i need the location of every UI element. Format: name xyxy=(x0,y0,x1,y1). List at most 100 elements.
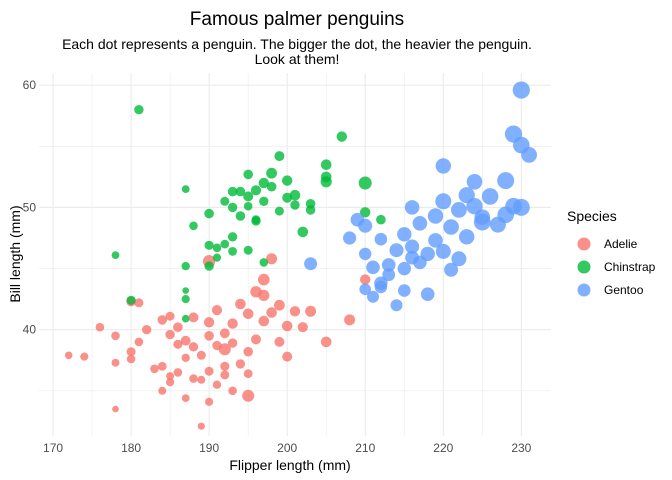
x-tick-label: 230 xyxy=(511,441,531,455)
data-point xyxy=(165,311,175,321)
data-point xyxy=(398,284,411,297)
data-point xyxy=(374,276,388,290)
data-point xyxy=(344,314,356,326)
data-point xyxy=(274,299,285,311)
axis-ticks: 170 180 190 200 210 220 230 40 50 60 xyxy=(23,78,532,455)
data-point xyxy=(258,273,270,286)
data-point xyxy=(443,219,459,235)
data-point xyxy=(397,227,412,242)
data-point xyxy=(181,261,190,271)
data-point xyxy=(189,374,198,383)
data-point xyxy=(451,202,467,218)
data-point xyxy=(435,243,451,259)
data-point xyxy=(126,295,136,305)
data-point xyxy=(219,328,230,339)
series-gentoo xyxy=(304,81,537,312)
data-point xyxy=(282,351,293,362)
data-point xyxy=(189,221,198,231)
chart-subtitle-line-1: Each dot represents a penguin. The bigge… xyxy=(62,36,532,52)
data-point xyxy=(459,229,475,245)
data-point xyxy=(235,186,246,197)
data-point xyxy=(173,339,183,349)
data-point xyxy=(427,208,444,224)
data-point xyxy=(435,158,451,174)
series-chinstrap xyxy=(111,105,386,323)
data-point xyxy=(366,260,380,275)
data-point xyxy=(259,196,269,206)
data-point xyxy=(228,247,238,256)
data-point xyxy=(204,331,214,341)
data-point xyxy=(227,232,238,242)
data-point xyxy=(242,389,255,402)
data-point xyxy=(173,368,183,377)
data-point xyxy=(126,347,136,357)
data-point xyxy=(305,199,316,209)
data-point xyxy=(181,295,190,304)
data-point xyxy=(227,338,238,348)
data-point xyxy=(158,386,167,395)
data-point xyxy=(211,305,223,316)
data-point xyxy=(134,337,144,347)
data-point xyxy=(182,287,189,294)
data-point xyxy=(358,176,372,190)
legend-title: Species xyxy=(567,208,617,224)
data-point xyxy=(466,198,483,215)
data-point xyxy=(266,181,277,192)
data-point xyxy=(111,331,120,341)
data-point xyxy=(266,167,277,179)
data-point xyxy=(173,322,183,333)
legend-key-chinstrap xyxy=(577,260,591,274)
data-point xyxy=(497,172,515,190)
data-point xyxy=(243,369,253,379)
data-point xyxy=(212,380,222,389)
data-point xyxy=(336,131,347,142)
data-point xyxy=(297,322,308,333)
data-point xyxy=(181,394,190,402)
legend: Species Adelie Chinstrap Gentoo xyxy=(567,208,656,297)
data-point xyxy=(389,243,404,258)
data-point xyxy=(181,314,190,323)
data-point xyxy=(204,366,214,376)
data-point xyxy=(150,364,159,374)
data-point xyxy=(428,233,443,248)
data-point xyxy=(466,174,483,190)
data-point xyxy=(404,200,420,215)
data-point xyxy=(180,335,191,346)
data-point xyxy=(196,350,206,360)
data-point xyxy=(397,261,411,276)
x-tick-label: 220 xyxy=(433,441,453,455)
data-point xyxy=(258,177,269,189)
data-point xyxy=(235,298,246,310)
data-point xyxy=(305,305,317,317)
data-point xyxy=(203,317,215,328)
x-tick-label: 180 xyxy=(121,441,141,455)
legend-key-adelie xyxy=(577,237,591,251)
data-point xyxy=(251,334,261,345)
data-point xyxy=(235,211,246,221)
data-point xyxy=(243,191,254,202)
chart-title: Famous palmer penguins xyxy=(190,9,404,30)
data-point xyxy=(281,320,293,332)
data-point xyxy=(360,207,371,218)
data-point xyxy=(204,208,214,219)
data-point xyxy=(243,245,253,255)
data-point xyxy=(220,239,230,249)
data-point xyxy=(304,257,318,271)
legend-key-gentoo xyxy=(577,283,591,297)
data-point xyxy=(258,315,270,327)
data-point xyxy=(504,125,523,143)
data-point xyxy=(134,105,144,115)
data-point xyxy=(166,372,175,381)
data-point xyxy=(95,322,105,332)
chart-subtitle-line-2: Look at them! xyxy=(255,51,340,67)
data-point xyxy=(166,378,175,387)
data-point xyxy=(250,185,262,196)
data-point xyxy=(258,289,270,301)
data-point xyxy=(274,151,285,162)
data-point xyxy=(242,308,254,320)
data-point xyxy=(64,351,73,360)
data-point xyxy=(282,175,293,186)
data-point xyxy=(360,274,371,285)
data-point xyxy=(381,258,396,272)
